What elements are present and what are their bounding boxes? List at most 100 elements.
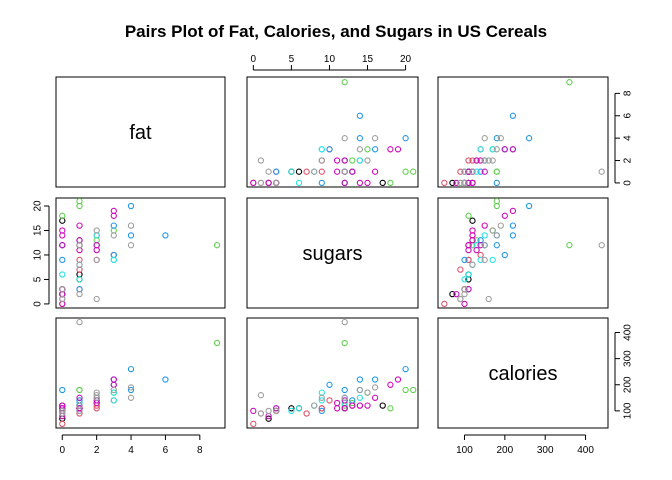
data-point-39: [477, 146, 484, 153]
tick-label-sugars-20: 20: [33, 200, 44, 212]
data-point-57: [485, 295, 492, 303]
diagonal-label-fat: fat: [129, 122, 152, 144]
data-point-45: [469, 227, 476, 234]
data-point-52: [477, 157, 484, 164]
data-point-29: [501, 251, 508, 259]
data-point-23: [273, 168, 280, 175]
data-point-63: [76, 402, 83, 409]
data-point-51: [453, 179, 460, 187]
data-point-45: [364, 179, 371, 187]
data-point-52: [341, 397, 348, 404]
data-point-58: [493, 232, 500, 239]
data-point-37: [356, 157, 364, 164]
data-point-63: [311, 402, 318, 409]
data-point-34: [318, 389, 325, 396]
data-point-5: [441, 300, 448, 308]
data-point-50: [333, 399, 341, 407]
panel-fat-sugars-frame: [246, 76, 419, 188]
data-point-37: [356, 394, 364, 401]
diagonal-label-sugars: sugars: [302, 243, 362, 265]
data-point-31: [341, 386, 348, 394]
data-point-52: [93, 242, 100, 249]
data-point-44: [76, 405, 83, 412]
axis-right-calories: 100 200 300 400: [614, 324, 634, 419]
data-point-60: [93, 227, 100, 234]
data-point-32: [318, 407, 325, 415]
data-point-64: [273, 179, 280, 187]
data-point-56: [481, 242, 488, 249]
panel-sugars-fat-frame: [55, 197, 226, 309]
data-point-25: [127, 386, 135, 394]
data-point-33: [473, 168, 480, 175]
data-point-60: [489, 157, 496, 164]
tick-label-fat-0: 0: [59, 445, 65, 456]
data-point-2: [295, 168, 303, 175]
data-point-64: [59, 286, 66, 293]
data-point-27: [162, 376, 169, 383]
data-point-61: [497, 135, 504, 142]
data-point-61: [127, 222, 135, 229]
data-point-56: [341, 394, 348, 401]
data-point-36: [295, 179, 303, 187]
data-point-51: [453, 290, 460, 298]
data-point-20: [493, 197, 500, 205]
data-point-36: [59, 271, 66, 278]
data-point-27: [356, 112, 364, 119]
data-point-56: [481, 135, 488, 142]
data-point-29: [326, 381, 333, 388]
data-point-31: [59, 386, 66, 394]
data-point-11: [303, 410, 310, 417]
data-point-25: [356, 135, 364, 142]
data-point-63: [76, 261, 83, 268]
data-point-57: [93, 392, 100, 399]
panel-calories-fat-frame: [55, 317, 226, 429]
data-point-37: [481, 232, 488, 239]
data-point-43: [356, 179, 364, 187]
data-point-46: [387, 146, 394, 153]
data-point-47: [341, 405, 348, 412]
data-point-5: [441, 179, 448, 187]
data-point-62: [59, 410, 66, 417]
axis-right-fat: 0 2 4 6 8: [614, 90, 634, 186]
data-point-9: [326, 397, 333, 404]
data-point-39: [110, 397, 117, 404]
data-point-65: [481, 157, 488, 164]
tick-label-fat-0: 0: [623, 180, 634, 186]
data-point-44: [333, 168, 341, 175]
data-point-63: [469, 261, 476, 268]
data-point-28: [127, 365, 135, 373]
data-point-62: [457, 179, 464, 187]
data-point-55: [76, 242, 83, 249]
data-point-18: [349, 399, 356, 407]
data-point-39: [110, 256, 117, 264]
data-point-58: [356, 146, 364, 153]
data-point-55: [76, 318, 83, 326]
data-point-4: [379, 179, 386, 187]
data-point-21: [387, 405, 394, 412]
tick-label-sugars-0: 0: [251, 54, 257, 65]
tick-label-sugars-15: 15: [362, 54, 374, 65]
data-point-35: [288, 168, 295, 175]
data-point-50: [333, 157, 341, 164]
tick-label-sugars-10: 10: [32, 249, 43, 261]
data-point-50: [473, 157, 480, 164]
data-point-60: [489, 227, 496, 234]
data-point-28: [127, 202, 135, 210]
axis-bottom-calories: 100 200 300 400: [456, 434, 594, 456]
data-point-44: [333, 405, 341, 412]
data-point-51: [265, 179, 272, 187]
data-point-55: [598, 168, 605, 175]
tick-label-calories-100: 100: [623, 402, 634, 419]
data-point-40: [250, 407, 257, 415]
data-point-32: [318, 179, 325, 187]
data-point-10: [465, 157, 472, 164]
data-point-3: [288, 405, 295, 412]
data-point-30: [371, 146, 379, 153]
data-point-16: [213, 242, 221, 249]
data-point-46: [387, 381, 394, 388]
panel-sugars-calories: [437, 197, 609, 309]
data-point-46: [501, 146, 508, 153]
data-point-56: [341, 135, 348, 142]
tick-label-calories-300: 300: [623, 350, 634, 367]
data-point-47: [341, 179, 348, 187]
